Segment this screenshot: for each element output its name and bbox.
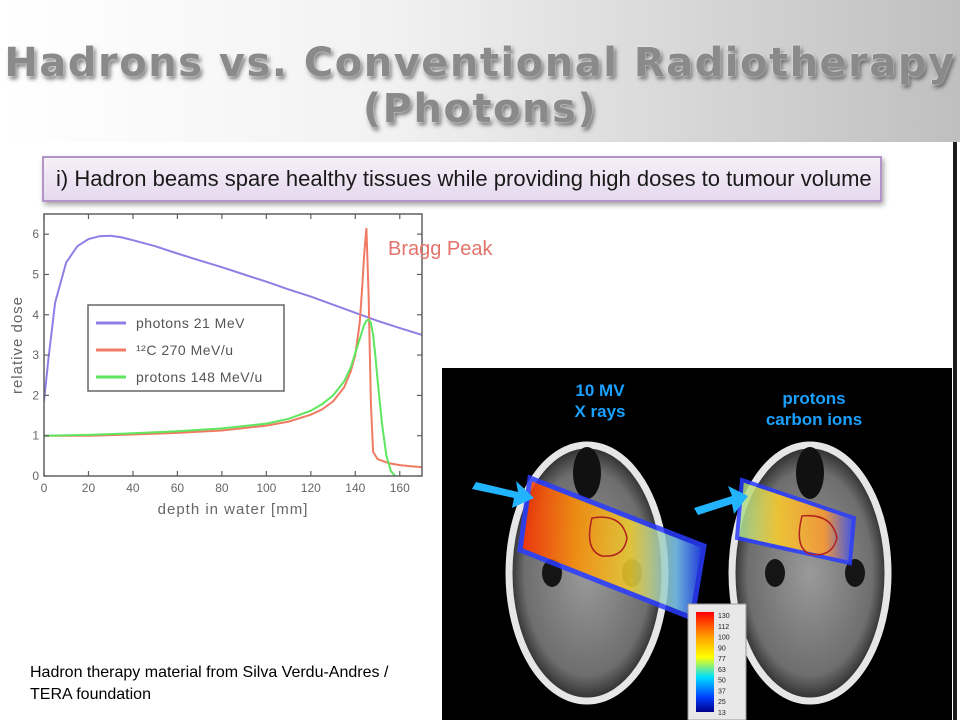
chart-series — [44, 228, 422, 476]
tumour-contour-left — [588, 516, 628, 557]
beam-arrow-left — [472, 481, 534, 508]
legend-label-1: ¹²C 270 MeV/u — [136, 342, 234, 358]
orbit-right-b — [845, 559, 865, 587]
colorbar-tick-label: 100 — [718, 635, 730, 642]
ct-dose-comparison-image: 10 MV X rays protons carbon ions 1301121… — [472, 381, 892, 721]
x-tick-label: 120 — [301, 481, 321, 495]
plot-frame — [43, 213, 423, 477]
y-tick-label: 4 — [32, 308, 39, 322]
colorbar-tick-label: 77 — [718, 656, 726, 663]
x-tick-label: 40 — [126, 481, 140, 495]
subtitle-text: i) Hadron beams spare healthy tissues wh… — [56, 166, 872, 191]
title-bar: Hadrons vs. Conventional Radiotherapy (P… — [0, 0, 960, 142]
x-tick-label: 60 — [171, 481, 185, 495]
colorbar-tick-label: 63 — [718, 667, 726, 674]
ct-dose-comparison-panel: 10 MV X rays protons carbon ions 130 112 1… — [442, 368, 952, 721]
ct-labels: 10 MV X rays protons carbon ions — [574, 381, 862, 429]
colorbar-gradient — [696, 612, 714, 712]
ct-scan-right — [728, 441, 892, 705]
ct-label-left-line2: X rays — [574, 402, 625, 421]
colorbar-tick-label: 112 — [718, 624, 729, 631]
beam-arrow-right — [694, 486, 748, 515]
bragg-peak-annotation: Bragg Peak — [388, 238, 494, 260]
bragg-peak-chart: 0 20 40 60 80 100 120 140 160 0 1 2 3 4 5 6 depth in wa… — [9, 213, 494, 518]
legend-label-0: photons 21 MeV — [136, 315, 245, 331]
legend-label-2: protons 148 MeV/u — [136, 369, 263, 385]
slide-title-line-1: Hadrons vs. Conventional Radiotherapy — [4, 40, 956, 86]
ct-label-right-line1: protons — [782, 389, 845, 408]
y-tick-label: 3 — [32, 348, 39, 362]
y-tick-label: 6 — [32, 227, 39, 241]
right-edge-rule — [953, 142, 957, 720]
ct-label-right-line2: carbon ions — [766, 410, 862, 429]
ct-label-left-line1: 10 MV — [575, 381, 625, 400]
colorbar-ticks: 130 112 100 90 77 63 50 37 25 13 — [718, 613, 730, 717]
y-tick-label: 5 — [32, 267, 39, 281]
colorbar-tick-label: 130 — [718, 613, 730, 620]
chart-ticks: 0 20 40 60 80 100 120 140 160 0 1 2 3 4 5 6 — [32, 214, 422, 495]
colorbar-tick-label: 37 — [718, 688, 726, 695]
colorbar-tick-label: 25 — [718, 699, 726, 706]
ct-scan-left — [505, 441, 707, 705]
y-tick-label: 1 — [32, 429, 39, 443]
beam-arrows — [472, 481, 748, 515]
source-caption: Hadron therapy material from Silva Verdu… — [30, 664, 389, 703]
dose-distribution-hadron — [734, 477, 857, 566]
y-tick-label: 2 — [32, 388, 39, 402]
x-tick-label: 20 — [82, 481, 96, 495]
dose-colorbar: 130 112 100 90 77 63 50 37 25 13 — [687, 603, 747, 721]
y-tick-label: 0 — [32, 469, 39, 483]
series-line-0 — [44, 234, 422, 402]
colorbar-tick-label: 50 — [718, 678, 726, 685]
y-axis-label: relative dose — [9, 296, 26, 394]
slide-title-line-2: (Photons) — [362, 86, 598, 132]
nasal-cavity-left — [573, 447, 601, 499]
x-tick-label: 0 — [41, 481, 48, 495]
colorbar-tick-label: 90 — [718, 645, 726, 652]
x-tick-label: 140 — [345, 481, 365, 495]
x-axis-label: depth in water [mm] — [158, 501, 309, 518]
x-tick-label: 100 — [256, 481, 276, 495]
x-tick-label: 160 — [390, 481, 410, 495]
nasal-cavity-right — [796, 447, 824, 499]
x-tick-label: 80 — [215, 481, 229, 495]
colorbar-tick-label: 13 — [718, 710, 726, 717]
subtitle-box: i) Hadron beams spare healthy tissues wh… — [42, 156, 882, 202]
series-line-2 — [44, 318, 397, 476]
tumour-contour-right — [798, 514, 838, 556]
orbit-right-a — [765, 559, 785, 587]
chart-legend: photons 21 MeV ¹²C 270 MeV/u protons 148 M… — [87, 304, 285, 392]
